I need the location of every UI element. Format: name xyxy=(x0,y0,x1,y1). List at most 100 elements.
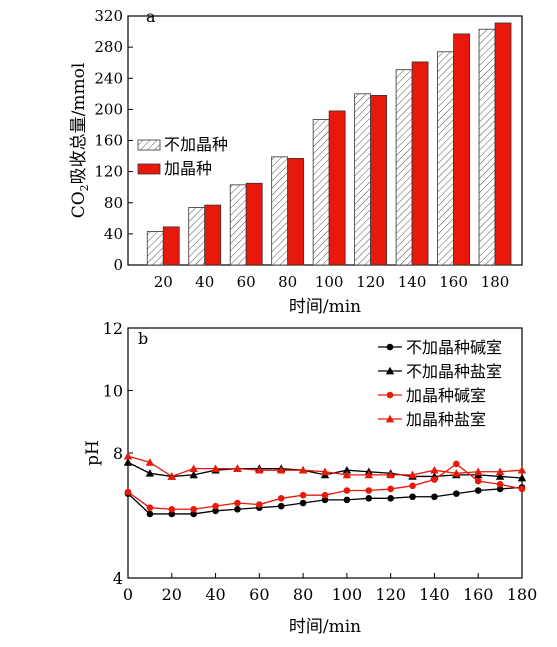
data-point-0 xyxy=(212,507,219,515)
data-point-1 xyxy=(495,472,505,480)
legend-label-a: 不加晶种 xyxy=(164,135,228,154)
y-tick-label-b: 8 xyxy=(113,444,123,463)
bar-no-seed xyxy=(188,207,206,266)
data-point-2 xyxy=(409,482,416,490)
x-tick-label-a: 40 xyxy=(195,273,214,291)
legend-swatch-a xyxy=(137,163,161,175)
data-point-0 xyxy=(321,496,329,504)
bar-seed xyxy=(494,22,512,266)
x-tick-label-b: 180 xyxy=(507,585,538,604)
y-tick-label-a: 160 xyxy=(94,132,123,150)
data-point-0 xyxy=(387,495,394,502)
x-tick-label-a: 100 xyxy=(315,273,344,291)
legend-marker-b xyxy=(386,343,394,351)
x-tick-label-b: 20 xyxy=(162,585,182,604)
y-tick-label-a: 40 xyxy=(104,225,123,243)
x-axis-label-a: 时间/min xyxy=(289,297,361,317)
y-axis-label-part: CO xyxy=(69,191,89,218)
x-tick-label-b: 100 xyxy=(332,585,363,604)
bar-seed xyxy=(245,182,263,266)
y-tick-label-a: 0 xyxy=(113,256,123,274)
x-tick-label-a: 120 xyxy=(356,273,385,291)
panel-label-b: b xyxy=(138,329,148,348)
x-tick-label-a: 80 xyxy=(278,273,297,291)
y-tick-label-a: 200 xyxy=(94,100,123,118)
x-tick-label-a: 180 xyxy=(481,273,510,291)
data-point-2 xyxy=(431,476,438,483)
data-point-3 xyxy=(364,470,373,479)
x-tick-label-a: 20 xyxy=(154,273,173,291)
data-point-1 xyxy=(145,469,155,477)
x-axis-label-b: 时间/min xyxy=(289,617,361,637)
legend-marker-b xyxy=(385,366,395,375)
data-point-2 xyxy=(277,495,285,502)
data-point-2 xyxy=(343,487,351,494)
legend-label-a: 加晶种 xyxy=(164,159,212,178)
x-tick-label-b: 40 xyxy=(205,585,225,604)
y-axis-label-b: pH xyxy=(83,440,103,466)
x-tick-label-b: 120 xyxy=(375,585,406,604)
data-point-3 xyxy=(517,465,527,474)
bar-seed xyxy=(204,204,222,266)
bar-no-seed xyxy=(395,69,413,266)
y-tick-label-a: 280 xyxy=(94,38,123,56)
x-tick-label-b: 80 xyxy=(293,585,313,604)
data-point-2 xyxy=(212,502,219,510)
data-point-0 xyxy=(277,502,285,510)
y-tick-label-b: 12 xyxy=(103,319,123,338)
bar-seed xyxy=(162,226,180,266)
data-point-2 xyxy=(124,488,132,496)
data-point-2 xyxy=(387,485,394,493)
y-axis-label-subscript: 2 xyxy=(78,184,91,191)
data-point-2 xyxy=(234,499,241,507)
data-point-3 xyxy=(430,465,439,474)
data-point-1 xyxy=(123,458,133,466)
bar-no-seed xyxy=(354,93,372,266)
data-point-2 xyxy=(190,505,197,513)
x-tick-label-b: 140 xyxy=(419,585,450,604)
legend-label-b: 不加晶种盐室 xyxy=(406,362,502,381)
data-point-0 xyxy=(431,493,438,501)
data-point-2 xyxy=(299,491,307,499)
data-point-3 xyxy=(320,467,330,476)
data-point-3 xyxy=(277,465,286,474)
legend-marker-b xyxy=(385,414,395,423)
y-tick-label-a: 80 xyxy=(104,194,123,212)
data-point-3 xyxy=(123,451,133,460)
bar-no-seed xyxy=(437,51,454,266)
legend-swatch-a xyxy=(137,139,161,151)
y-tick-label-b: 10 xyxy=(103,382,123,401)
data-point-3 xyxy=(233,464,242,472)
legend-label-b: 不加晶种碱室 xyxy=(406,338,502,357)
data-point-0 xyxy=(190,510,197,518)
data-point-2 xyxy=(518,485,526,493)
data-point-0 xyxy=(496,485,504,493)
x-tick-label-b: 60 xyxy=(249,585,269,604)
x-tick-label-a: 60 xyxy=(237,273,256,291)
data-point-2 xyxy=(146,504,154,511)
data-point-3 xyxy=(298,465,308,474)
data-point-3 xyxy=(386,470,395,479)
data-point-0 xyxy=(234,505,241,513)
data-point-0 xyxy=(453,490,460,497)
data-point-2 xyxy=(256,501,263,508)
data-point-3 xyxy=(408,470,417,479)
x-tick-label-a: 160 xyxy=(439,273,468,291)
x-tick-label-b: 160 xyxy=(463,585,494,604)
data-point-2 xyxy=(496,480,504,488)
bar-no-seed xyxy=(312,119,330,266)
y-tick-label-a: 120 xyxy=(94,163,123,181)
y-axis-label-part: 吸收总量/mmol xyxy=(69,63,89,185)
data-point-3 xyxy=(495,467,505,476)
bar-seed xyxy=(370,94,388,266)
data-point-3 xyxy=(452,469,461,477)
data-point-0 xyxy=(343,496,351,504)
panel-label-a: a xyxy=(146,7,156,26)
data-point-2 xyxy=(168,505,176,513)
bar-seed xyxy=(411,61,429,266)
data-point-2 xyxy=(453,460,460,468)
y-tick-label-a: 320 xyxy=(94,7,123,25)
data-point-3 xyxy=(255,465,264,474)
bar-chart-panel-a: 0 40 80 120 160 200 240 280 320 20 40 60 80 100 120 140… xyxy=(69,7,523,317)
